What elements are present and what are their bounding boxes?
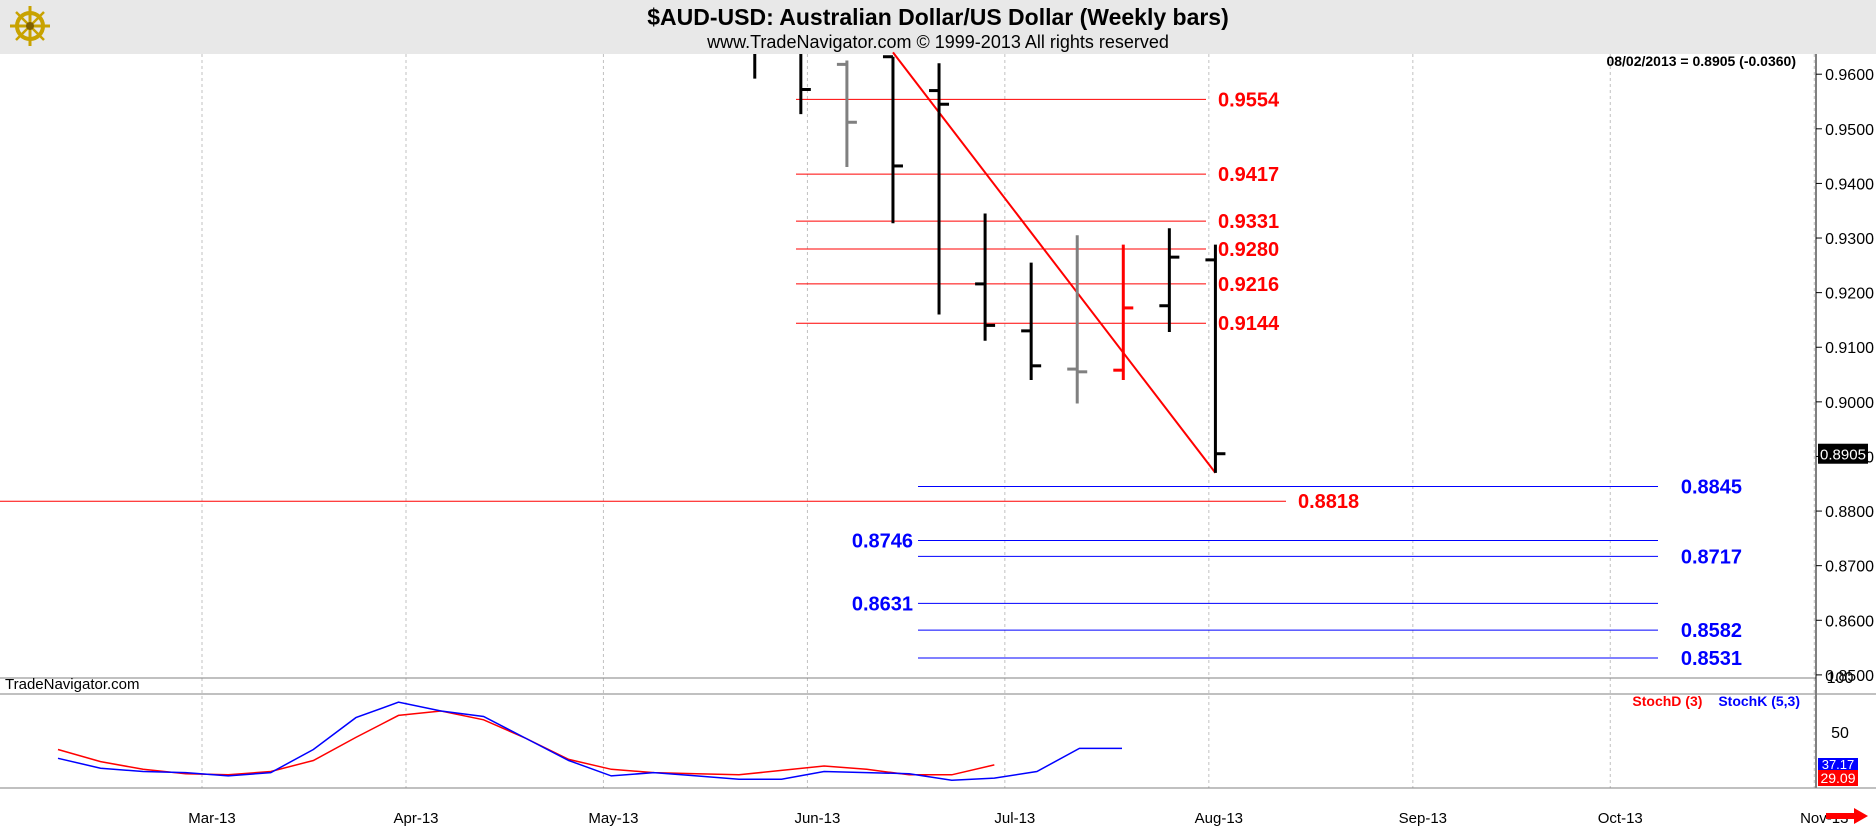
last-price-label: 0.8905: [1820, 447, 1866, 464]
legend-stoch-k: StochK (5,3): [1718, 693, 1800, 709]
price-readout: 08/02/2013 = 0.8905 (-0.0360): [1606, 53, 1796, 69]
y-tick-label: 0.8700: [1825, 559, 1874, 576]
x-tick-label: Sep-13: [1399, 810, 1447, 827]
y-tick-label: 0.9200: [1825, 286, 1874, 303]
levels-layer: 0.9554 0.9417 0.9331 0.9280 0.9216 0.9144 0.88…: [0, 51, 1742, 670]
support-label: 0.8717: [1681, 546, 1742, 568]
resistance-label: 0.8818: [1298, 491, 1359, 513]
stoch-k-value: 37.17: [1822, 757, 1855, 772]
y-tick-label: 0.8500: [1825, 668, 1874, 685]
x-tick-label: May-13: [588, 810, 638, 827]
y-tick-label: 0.9400: [1825, 176, 1874, 193]
resistance-label: 0.9554: [1218, 89, 1280, 111]
support-label: 0.8845: [1681, 476, 1742, 498]
x-tick-label: Mar-13: [188, 810, 236, 827]
stoch-d-value: 29.09: [1820, 770, 1855, 786]
y-tick-label: 0.9100: [1825, 340, 1874, 357]
axes-layer: Mar-13 Apr-13 May-13 Jun-13 Jul-13 Aug-13 Sep-…: [0, 54, 1876, 827]
stochastic-legend: StochD (3) StochK (5,3): [1632, 693, 1800, 709]
support-label: 0.8531: [1681, 648, 1742, 670]
page-title: $AUD-USD: Australian Dollar/US Dollar (W…: [647, 4, 1229, 30]
bars-layer: [753, 54, 1226, 473]
support-label: 0.8582: [1681, 620, 1742, 642]
x-tick-label: Jul-13: [994, 810, 1035, 827]
support-label: 0.8746: [852, 531, 913, 553]
x-tick-label: Oct-13: [1598, 810, 1643, 827]
resistance-label: 0.9331: [1218, 211, 1279, 233]
watermark-text: TradeNavigator.com: [5, 676, 140, 693]
y-tick-label: 0.8800: [1825, 504, 1874, 521]
stoch-d-value-box: [1818, 770, 1858, 786]
support-label: 0.8631: [852, 593, 913, 615]
x-tick-label: Aug-13: [1195, 810, 1243, 827]
y-tick-label: 0.9500: [1825, 122, 1874, 139]
resistance-label: 0.9417: [1218, 164, 1279, 186]
legend-stoch-d: StochD (3): [1632, 693, 1703, 709]
header-band: [0, 0, 1876, 54]
stoch-k-value-box: [1818, 758, 1858, 772]
resistance-label: 0.9144: [1218, 313, 1280, 335]
stoch-k-line: [57, 701, 1122, 782]
x-tick-label: Jun-13: [794, 810, 840, 827]
stoch-d-line: [57, 710, 995, 776]
y-tick-label: 0.9300: [1825, 231, 1874, 248]
trendline: [892, 51, 1217, 474]
scroll-right-arrow-icon[interactable]: [1826, 808, 1868, 824]
stoch-tick-label: 100: [1827, 670, 1854, 687]
navigator-logo-icon: [10, 6, 50, 46]
y-tick-label: 0.9600: [1825, 67, 1874, 84]
resistance-label: 0.9280: [1218, 239, 1279, 261]
grid-layer: [201, 54, 1815, 788]
last-price-box: [1818, 443, 1868, 464]
stoch-tick-label: 50: [1831, 725, 1849, 742]
resistance-label: 0.9216: [1218, 274, 1279, 296]
y-tick-label: 0.9000: [1825, 395, 1874, 412]
y-tick-label: 0.8600: [1825, 613, 1874, 630]
copyright-text: www.TradeNavigator.com © 1999-2013 All r…: [707, 32, 1169, 52]
x-tick-label: Apr-13: [393, 810, 438, 827]
